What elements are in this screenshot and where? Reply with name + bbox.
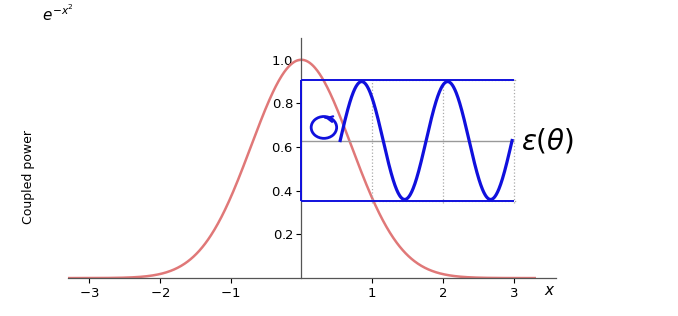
Text: $\varepsilon(\theta)$: $\varepsilon(\theta)$ [521,126,574,155]
Text: x: x [544,283,553,298]
Text: Coupled power: Coupled power [22,130,35,224]
Text: $e^{-x^2}$: $e^{-x^2}$ [42,3,74,23]
